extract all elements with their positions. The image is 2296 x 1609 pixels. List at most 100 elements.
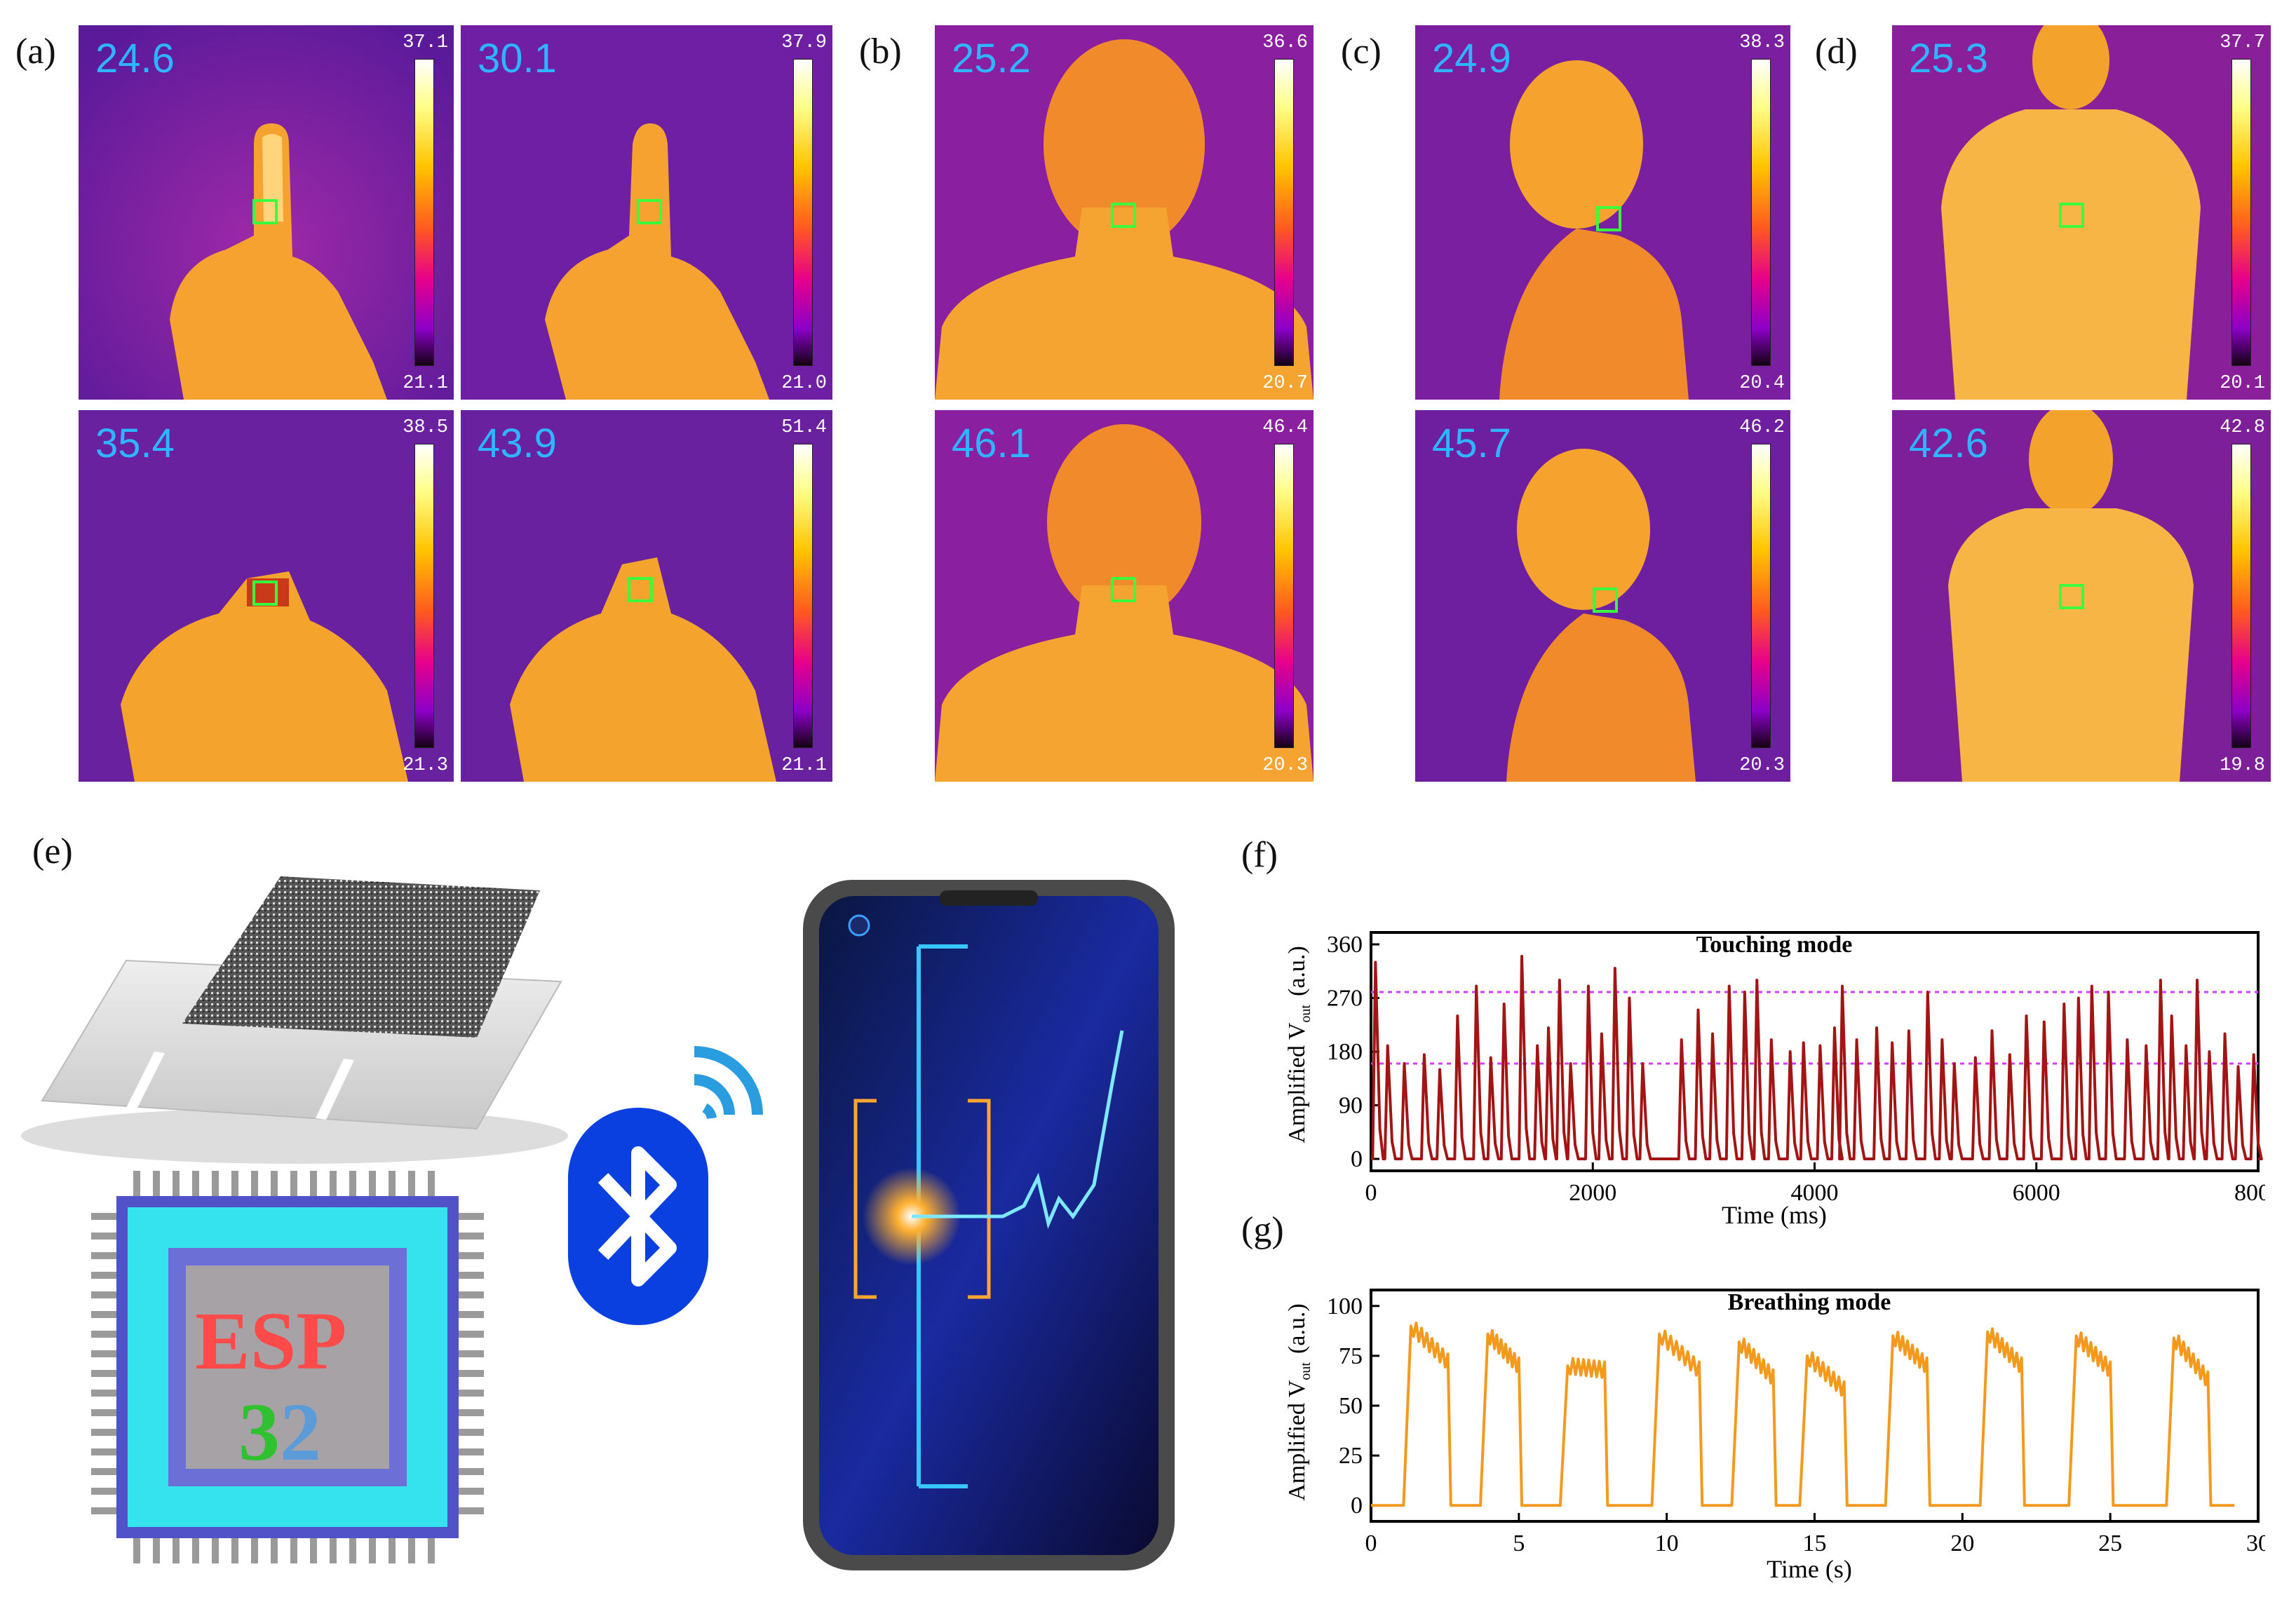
colorbar-max: 46.2 <box>1739 417 1785 438</box>
thermal-image-a4: 43.9 51.4 21.1 <box>461 410 832 782</box>
chart-f-xtick-label: 2000 <box>1569 1180 1616 1206</box>
colorbar <box>1751 59 1771 366</box>
chart-g-xtick-label: 10 <box>1655 1530 1679 1556</box>
head-back-thermal-graphic <box>935 25 1314 400</box>
thermal-image-b1: 25.2 36.6 20.7 <box>935 25 1314 400</box>
touching-mode-chart: Touching mode Amplified Vout (a.u.) Time … <box>1284 931 2265 1229</box>
chart-f-xtick-label: 6000 <box>2013 1180 2060 1206</box>
svg-text:Amplified Vout(a.u.): Amplified Vout (a.u.) <box>1284 946 1314 1143</box>
colorbar-min: 20.1 <box>2220 373 2265 394</box>
chart-f-ylabel-main: Amplified V <box>1284 1022 1310 1143</box>
thermal-image-a3: 35.4 38.5 21.3 <box>79 410 454 782</box>
thermal-image-d2: 42.6 42.8 19.8 <box>1892 410 2271 782</box>
temperature-readout: 25.2 <box>952 36 1031 81</box>
head-back-thermal-graphic <box>935 410 1314 782</box>
body-back-thermal-graphic <box>1892 410 2271 782</box>
colorbar-max: 38.3 <box>1739 32 1785 53</box>
colorbar <box>2231 444 2251 748</box>
colorbar-max: 37.1 <box>403 32 448 53</box>
panel-label-f: (f) <box>1241 835 1278 875</box>
chart-g-ylabel-sub: out <box>1298 1362 1314 1380</box>
chart-f-ytick-label: 0 <box>1351 1146 1363 1172</box>
chart-f-xlabel: Time (ms) <box>1722 1201 1827 1229</box>
chart-f-ylabel-unit: (a.u.) <box>1284 946 1310 996</box>
chart-g-series-line <box>1371 1322 2235 1507</box>
temperature-readout: 46.1 <box>952 421 1031 466</box>
colorbar-min: 21.1 <box>781 755 827 776</box>
thermal-image-d1: 25.3 37.7 20.1 <box>1892 25 2271 400</box>
temperature-readout: 25.3 <box>1909 36 1988 81</box>
temperature-readout: 45.7 <box>1432 421 1511 466</box>
chart-g-xtick-label: 15 <box>1803 1530 1827 1556</box>
chip-pins-graphic <box>91 1171 484 1563</box>
chart-g-xtick-label: 30 <box>2246 1530 2265 1556</box>
temperature-readout: 24.6 <box>95 36 175 81</box>
colorbar <box>2231 59 2251 366</box>
sensor-device-illustration <box>21 876 568 1164</box>
chart-f-series-line <box>1371 955 2263 1160</box>
head-side-thermal-graphic <box>1415 410 1790 782</box>
svg-text:Amplified Vout(a.u.): Amplified Vout (a.u.) <box>1284 1303 1314 1501</box>
finger-thermal-graphic <box>461 410 832 782</box>
temperature-readout: 24.9 <box>1432 36 1511 81</box>
colorbar-max: 37.7 <box>2220 32 2265 53</box>
temperature-readout: 43.9 <box>478 421 557 466</box>
head-side-thermal-graphic <box>1415 25 1790 400</box>
chart-g-xtick-label: 0 <box>1365 1530 1377 1556</box>
colorbar-max: 37.9 <box>781 32 827 53</box>
chart-g-ytick-label: 75 <box>1339 1343 1363 1369</box>
chip-digit-2: 2 <box>280 1386 321 1478</box>
chart-f-ylabel: Amplified Vout (a.u.) <box>1284 946 1314 1143</box>
temperature-readout: 30.1 <box>478 36 557 81</box>
body-back-thermal-graphic <box>1892 25 2271 400</box>
colorbar <box>414 59 434 366</box>
chip-label-esp: ESP <box>195 1295 347 1387</box>
panel-label-c: (c) <box>1341 32 1382 72</box>
smartphone-illustration <box>803 880 1175 1570</box>
colorbar-min: 21.1 <box>403 373 448 394</box>
chart-g-title: Breathing mode <box>1728 1289 1891 1315</box>
colorbar <box>793 59 813 366</box>
chip-digit-3: 3 <box>238 1386 280 1478</box>
bluetooth-icon <box>568 1046 763 1325</box>
panel-label-g: (g) <box>1241 1210 1284 1250</box>
colorbar-min: 21.3 <box>403 755 448 776</box>
chart-g-xtick-label: 25 <box>2098 1530 2122 1556</box>
chart-f-ylabel-sub: out <box>1298 1005 1314 1023</box>
chart-g-ylabel-unit: (a.u.) <box>1284 1303 1310 1354</box>
chart-g-xtick-label: 20 <box>1950 1530 1974 1556</box>
chart-g-ylabel-main: Amplified V <box>1284 1380 1310 1501</box>
thermal-image-b2: 46.1 46.4 20.3 <box>935 410 1314 782</box>
colorbar-min: 20.3 <box>1739 755 1785 776</box>
thermal-image-a1: 24.6 37.1 21.1 <box>79 25 454 400</box>
colorbar-max: 51.4 <box>781 417 827 438</box>
thermal-image-a2: 30.1 37.9 21.0 <box>461 25 832 400</box>
chip-label-32: 32 <box>238 1385 321 1480</box>
chart-f-ytick-label: 360 <box>1327 932 1363 958</box>
chart-g-ytick-label: 100 <box>1327 1294 1363 1319</box>
colorbar-max: 46.4 <box>1262 417 1308 438</box>
chart-f-ytick-label: 270 <box>1327 986 1363 1012</box>
temperature-readout: 35.4 <box>95 421 175 466</box>
panel-label-d: (d) <box>1815 32 1858 72</box>
colorbar <box>1274 444 1294 748</box>
chart-f-title: Touching mode <box>1696 932 1853 958</box>
colorbar-max: 36.6 <box>1262 32 1308 53</box>
colorbar-max: 42.8 <box>2220 417 2265 438</box>
chart-g-ylabel: Amplified Vout (a.u.) <box>1284 1303 1314 1501</box>
chart-g-xtick-label: 5 <box>1513 1530 1525 1556</box>
colorbar-min: 20.3 <box>1262 755 1308 776</box>
chart-g-xlabel: Time (s) <box>1767 1555 1852 1583</box>
finger-thermal-graphic <box>461 25 832 400</box>
chart-f-ytick-label: 90 <box>1339 1093 1363 1119</box>
finger-thermal-graphic <box>79 410 454 782</box>
colorbar <box>414 444 434 748</box>
colorbar <box>793 444 813 748</box>
chart-g-ytick-label: 25 <box>1339 1443 1363 1469</box>
panel-label-a: (a) <box>15 32 56 72</box>
thermal-image-c2: 45.7 46.2 20.3 <box>1415 410 1790 782</box>
thermal-image-c1: 24.9 38.3 20.4 <box>1415 25 1790 400</box>
temperature-readout: 42.6 <box>1909 421 1988 466</box>
chart-g-plot-frame <box>1370 1289 2260 1523</box>
